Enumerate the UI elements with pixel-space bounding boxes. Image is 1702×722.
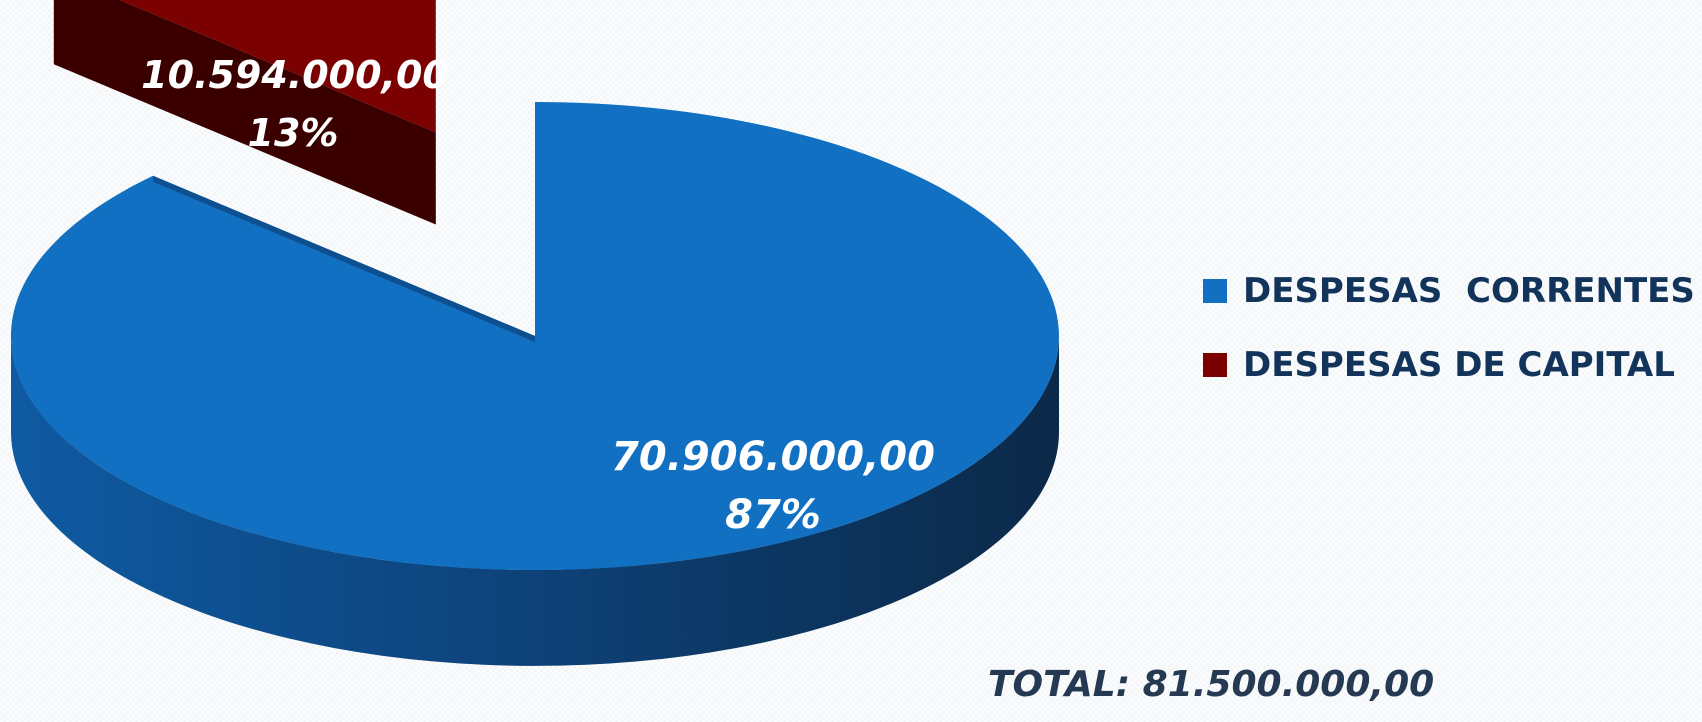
legend-item-despesas-correntes: DESPESAS CORRENTES bbox=[1203, 270, 1695, 312]
total-label: TOTAL: 81.500.000,00 bbox=[988, 664, 1435, 705]
slice-despesas-correntes-side bbox=[11, 336, 1059, 666]
legend-swatch-despesas-correntes bbox=[1203, 279, 1227, 303]
legend-swatch-despesas-de-capital bbox=[1203, 353, 1227, 377]
slice-percent-label-despesas-correntes: 87% bbox=[725, 492, 821, 538]
slice-percent-label-despesas-de-capital: 13% bbox=[248, 111, 339, 155]
slice-despesas-de-capital bbox=[53, 0, 436, 225]
legend-label-despesas-correntes: DESPESAS CORRENTES bbox=[1243, 271, 1695, 311]
legend-label-despesas-de-capital: DESPESAS DE CAPITAL bbox=[1243, 345, 1675, 385]
slice-despesas-de-capital-cut-face bbox=[53, 0, 436, 225]
legend-item-despesas-de-capital: DESPESAS DE CAPITAL bbox=[1203, 344, 1695, 386]
slice-despesas-de-capital-top bbox=[119, 0, 436, 133]
slice-value-label-despesas-correntes: 70.906.000,00 bbox=[611, 434, 935, 480]
slice-despesas-correntes-cut-face bbox=[153, 175, 535, 342]
legend: DESPESAS CORRENTES DESPESAS DE CAPITAL bbox=[1203, 270, 1695, 418]
slice-value-label-despesas-de-capital: 10.594.000,00 bbox=[141, 53, 449, 97]
slice-despesas-correntes bbox=[10, 102, 1059, 666]
